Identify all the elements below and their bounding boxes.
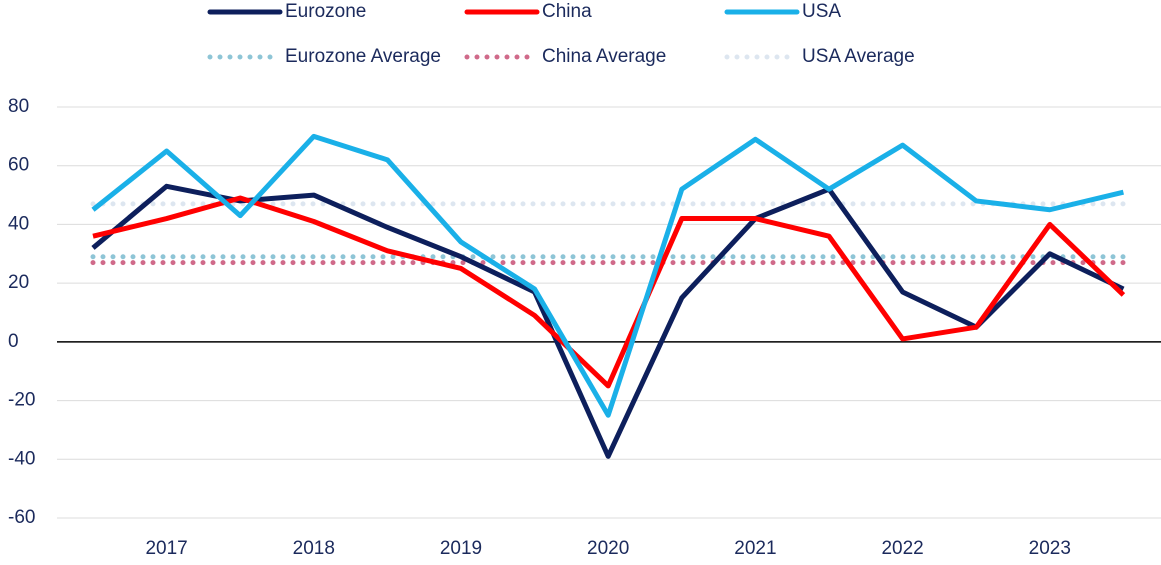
y-tick-label: -60 <box>8 507 35 528</box>
x-tick-label: 2018 <box>293 538 335 559</box>
x-tick-label: 2023 <box>1029 538 1071 559</box>
y-tick-label: 20 <box>8 272 29 293</box>
y-tick-label: 40 <box>8 213 29 234</box>
x-tick-label: 2020 <box>587 538 629 559</box>
series-line <box>91 183 1125 459</box>
y-tick-label: 60 <box>8 155 29 176</box>
x-tick-label: 2017 <box>145 538 187 559</box>
legend-label: USA Average <box>802 46 915 67</box>
y-tick-label: 0 <box>8 331 19 352</box>
series-line <box>91 133 1124 418</box>
legend-label: Eurozone Average <box>285 46 441 67</box>
legend-label: USA <box>802 1 841 22</box>
x-tick-label: 2019 <box>440 538 482 559</box>
y-tick-label: 80 <box>8 96 29 117</box>
y-tick-label: -20 <box>8 390 35 411</box>
legend-label: Eurozone <box>285 1 366 22</box>
series-line <box>92 195 1126 389</box>
x-tick-label: 2022 <box>881 538 923 559</box>
legend-label: China <box>542 1 592 22</box>
legend-label: China Average <box>542 46 666 67</box>
x-tick-label: 2021 <box>734 538 776 559</box>
y-tick-label: -40 <box>8 448 35 469</box>
